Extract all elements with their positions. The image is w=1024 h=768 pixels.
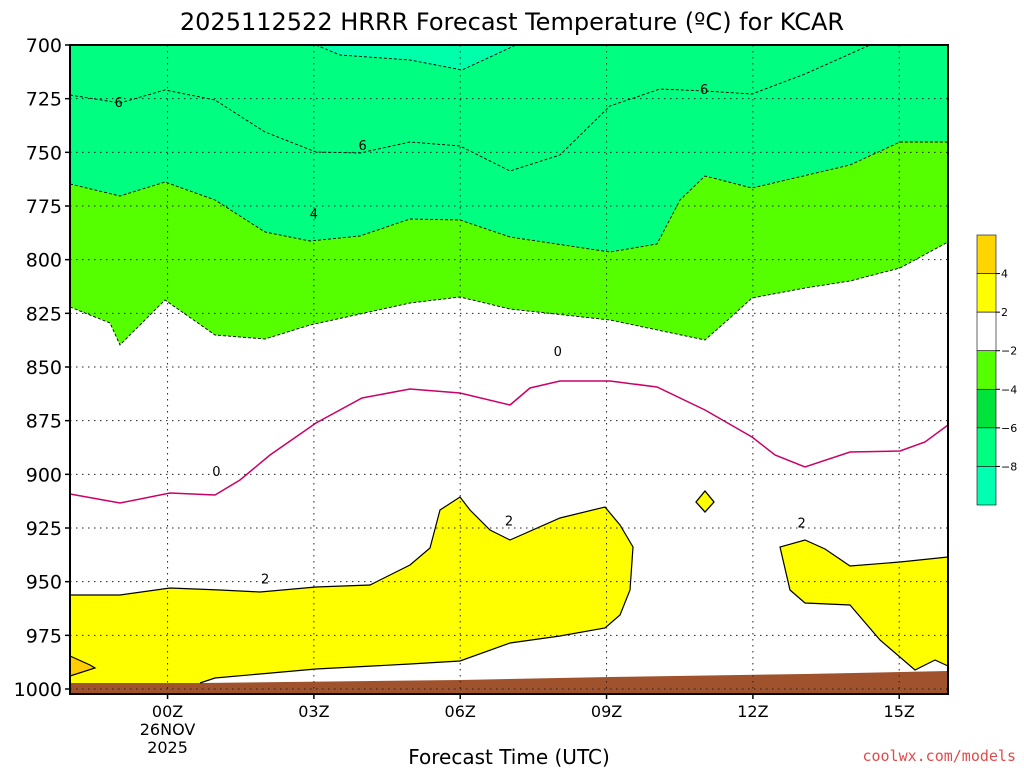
contour-label: 6 — [115, 96, 123, 111]
colorbar-swatch — [976, 311, 997, 352]
x-year-label: 2025 — [147, 738, 188, 757]
y-tick-label: 725 — [26, 89, 62, 111]
plot-area: 6 6 6 4 0 0 2 2 2 — [69, 44, 949, 695]
contour-label: 2 — [798, 517, 806, 532]
y-tick-label: 950 — [26, 572, 62, 594]
colorbar-label: 4 — [1001, 268, 1008, 281]
temp-band-above-6-core — [316, 45, 516, 70]
x-date-label: 26NOV — [140, 720, 196, 739]
y-tick-label: 800 — [26, 250, 62, 272]
contour-label: 0 — [212, 465, 220, 480]
isotherm-0 — [69, 380, 949, 504]
colorbar-label: −2 — [1001, 345, 1017, 358]
y-tick-label: 900 — [26, 464, 62, 486]
x-tick-label: 09Z — [591, 702, 622, 721]
isotherm-2-right — [779, 539, 949, 671]
credit-text: coolwx.com/models — [862, 747, 1016, 765]
plot-frame — [69, 44, 949, 695]
x-tick-label: 06Z — [445, 702, 476, 721]
y-tick-label: 850 — [26, 357, 62, 379]
isotherm-2-yellow — [70, 496, 634, 684]
colorbar-swatch — [976, 388, 997, 429]
isotherm-4-small — [69, 655, 97, 677]
colorbar-swatch — [976, 273, 997, 313]
contour-label: 4 — [310, 208, 318, 223]
terrain — [70, 671, 948, 694]
colorbar-label: 2 — [1001, 306, 1008, 319]
isotherm-4 — [69, 141, 948, 253]
temp-pocket — [695, 489, 715, 513]
x-tick-label: 03Z — [298, 702, 329, 721]
contour-label: 2 — [505, 515, 513, 530]
temp-band-4-6 — [70, 45, 948, 252]
contour-label: 0 — [554, 345, 562, 360]
x-axis-label: Forecast Time (UTC) — [408, 745, 610, 768]
y-axis: 700 725 750 775 800 825 850 875 900 925 950 975 1000 — [14, 35, 70, 701]
temp-band-yellow — [70, 497, 633, 683]
x-tick-label: 12Z — [737, 702, 768, 721]
y-tick-label: 1000 — [14, 679, 62, 701]
contour-label: 6 — [359, 139, 367, 154]
colorbar-swatch — [976, 350, 997, 390]
colorbar-label: −8 — [1001, 460, 1017, 473]
x-tick-label: 15Z — [884, 702, 915, 721]
colorbar-swatch — [976, 427, 997, 467]
y-tick-label: 875 — [26, 411, 62, 433]
contour-label: 2 — [261, 573, 269, 588]
colorbar-swatch — [976, 466, 997, 506]
temp-band-orange — [70, 656, 95, 676]
isotherm-6-top — [315, 44, 517, 71]
colorbar-swatch — [976, 234, 997, 274]
y-tick-label: 975 — [26, 625, 62, 647]
y-tick-label: 750 — [26, 142, 62, 164]
y-tick-label: 700 — [26, 35, 62, 57]
colorbar-label: −6 — [1001, 422, 1017, 435]
chart-title: 2025112522 HRRR Forecast Temperature (ºC… — [180, 8, 844, 36]
colorbar: 4 2 −2 −4 −6 −8 — [976, 234, 1017, 506]
y-tick-label: 925 — [26, 518, 62, 540]
y-tick-label: 775 — [26, 196, 62, 218]
colorbar-label: −4 — [1001, 383, 1017, 396]
temp-band-light-green — [70, 142, 948, 345]
y-tick-label: 825 — [26, 303, 62, 325]
isotherm-6 — [69, 44, 871, 172]
contour-label: 6 — [700, 83, 708, 98]
temp-band-yellow-2 — [780, 540, 948, 670]
x-tick-label: 00Z — [152, 702, 183, 721]
